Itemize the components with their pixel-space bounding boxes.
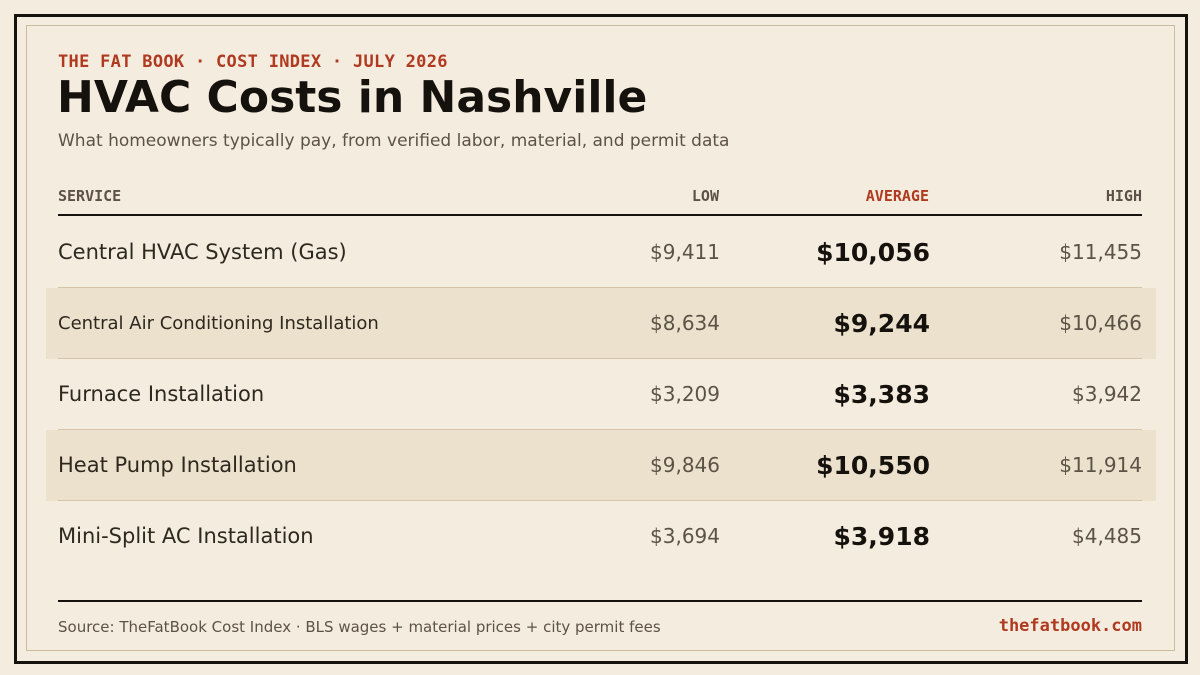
service-name: Heat Pump Installation <box>58 453 297 477</box>
service-name: Central HVAC System (Gas) <box>58 240 347 264</box>
row-divider <box>58 500 1142 501</box>
average-price: $3,383 <box>833 380 930 409</box>
low-price: $3,209 <box>650 382 720 406</box>
service-name: Furnace Installation <box>58 382 265 406</box>
header-rule <box>58 214 1142 216</box>
high-price: $3,942 <box>1072 382 1142 406</box>
site-link[interactable]: thefatbook.com <box>998 616 1142 636</box>
page-title: HVAC Costs in Nashville <box>57 72 648 123</box>
average-price: $3,918 <box>833 522 930 551</box>
row-divider <box>58 287 1142 288</box>
high-price: $11,455 <box>1059 240 1142 264</box>
service-name: Central Air Conditioning Installation <box>58 313 379 334</box>
column-header-average: AVERAGE <box>865 187 929 205</box>
average-price: $9,244 <box>833 309 930 338</box>
high-price: $4,485 <box>1072 524 1142 548</box>
average-price: $10,056 <box>816 238 930 267</box>
low-price: $9,411 <box>650 240 720 264</box>
outer-frame <box>14 14 1188 664</box>
footer-rule <box>58 600 1142 602</box>
service-name: Mini-Split AC Installation <box>58 524 314 548</box>
table-row: Central HVAC System (Gas) $9,411 $10,056… <box>46 217 1156 288</box>
table-row: Furnace Installation $3,209 $3,383 $3,94… <box>46 359 1156 430</box>
table-row: Central Air Conditioning Installation $8… <box>46 288 1156 359</box>
source-note: Source: TheFatBook Cost Index · BLS wage… <box>58 618 661 636</box>
row-divider <box>58 429 1142 430</box>
subtitle: What homeowners typically pay, from veri… <box>58 131 730 151</box>
column-header-low: LOW <box>691 187 719 205</box>
table-row: Mini-Split AC Installation $3,694 $3,918… <box>46 501 1156 572</box>
row-divider <box>58 358 1142 359</box>
column-header-high: HIGH <box>1105 187 1142 205</box>
high-price: $11,914 <box>1059 453 1142 477</box>
low-price: $8,634 <box>650 311 720 335</box>
table-row: Heat Pump Installation $9,846 $10,550 $1… <box>46 430 1156 501</box>
high-price: $10,466 <box>1059 311 1142 335</box>
eyebrow: THE FAT BOOK · COST INDEX · JULY 2026 <box>58 52 448 72</box>
low-price: $9,846 <box>650 453 720 477</box>
low-price: $3,694 <box>650 524 720 548</box>
inner-frame <box>26 25 1175 651</box>
column-header-service: SERVICE <box>58 187 122 205</box>
average-price: $10,550 <box>816 451 930 480</box>
